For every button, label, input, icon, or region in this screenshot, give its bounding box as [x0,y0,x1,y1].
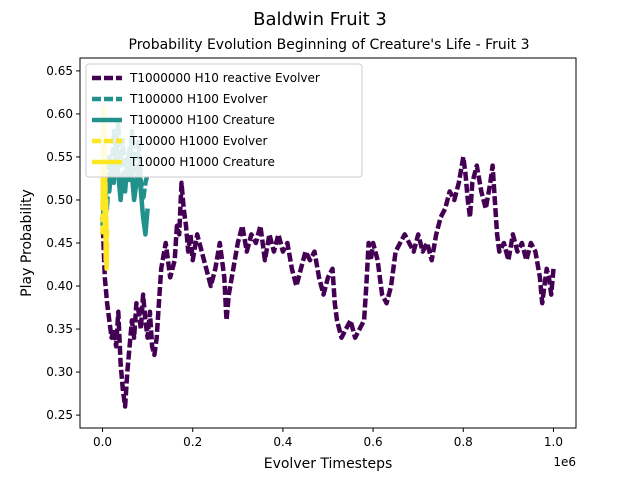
legend-label: T10000 H1000 Creature [129,155,275,169]
x-axis-offset-label: 1e6 [553,455,576,469]
chart-title: Probability Evolution Beginning of Creat… [129,37,530,53]
y-tick-label: 0.35 [46,322,73,336]
legend-label: T100000 H100 Evolver [129,92,268,106]
x-axis: 0.0 0.2 0.4 0.6 0.8 1.0 [93,428,563,449]
legend-label: T100000 H100 Creature [129,113,275,127]
legend: T1000000 H10 reactive Evolver T100000 H10… [85,63,363,178]
x-tick-label: 0.8 [454,435,473,449]
x-tick-label: 1.0 [544,435,563,449]
y-tick-label: 0.50 [46,193,73,207]
y-tick-label: 0.65 [46,64,73,78]
x-tick-label: 0.4 [273,435,292,449]
x-axis-label: Evolver Timesteps [264,456,393,472]
y-tick-label: 0.25 [46,408,73,422]
y-tick-label: 0.40 [46,279,73,293]
legend-box [85,63,363,178]
legend-label: T10000 H1000 Evolver [129,134,268,148]
series-line-1 [100,154,556,409]
x-tick-label: 0.2 [183,435,202,449]
y-tick-label: 0.60 [46,107,73,121]
legend-label: T1000000 H10 reactive Evolver [129,71,320,85]
series-line-3 [100,137,150,237]
chart-suptitle: Baldwin Fruit 3 [253,9,387,30]
y-tick-label: 0.30 [46,365,73,379]
x-tick-label: 0.0 [93,435,112,449]
y-axis-label: Play Probability [19,189,35,297]
x-tick-label: 0.6 [364,435,383,449]
y-axis: 0.25 0.30 0.35 0.40 0.45 0.50 0.55 0.60 0.65 [46,64,80,422]
y-tick-label: 0.55 [46,150,73,164]
y-tick-label: 0.45 [46,236,73,250]
